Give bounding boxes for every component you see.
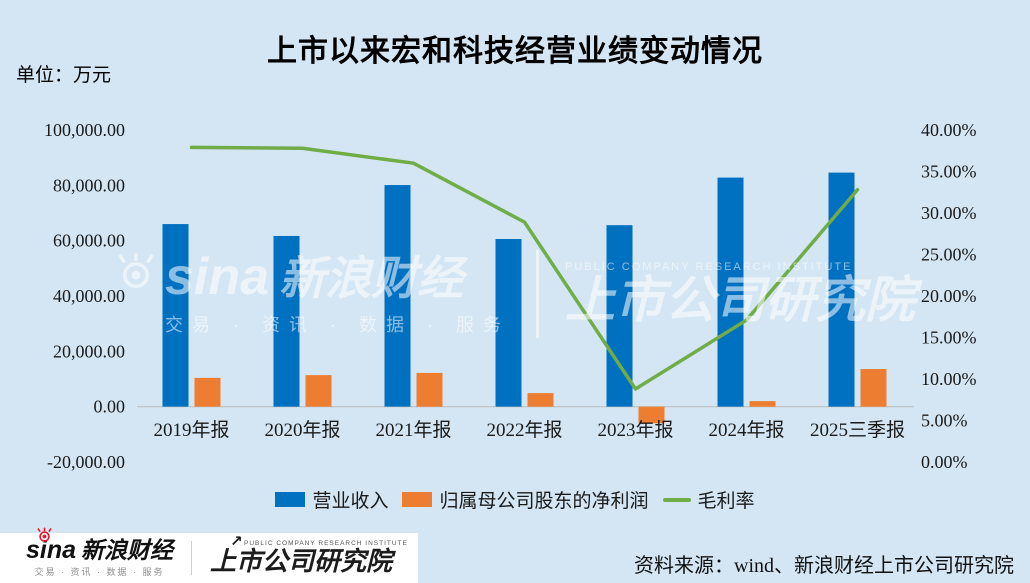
right-axis-tick: 15.00% <box>921 328 977 348</box>
bar-net_profit-2023年报 <box>638 406 665 424</box>
x-axis-label: 2022年报 <box>486 419 562 441</box>
x-axis-label: 2025三季报 <box>810 419 905 441</box>
bar-revenue-2022年报 <box>495 239 522 407</box>
sina-tagline: 交易 · 资讯 · 数据 · 服务 <box>34 567 165 577</box>
x-axis-label: 2024年报 <box>708 419 784 441</box>
bar-revenue-2024年报 <box>717 177 744 407</box>
arrow-up-right-icon: ↗ <box>230 532 243 551</box>
left-axis-tick: 40,000.00 <box>53 286 125 306</box>
legend-item-revenue: 营业收入 <box>275 486 388 513</box>
sina-eye-icon <box>37 527 52 542</box>
sina-wordmark: sina <box>26 536 77 564</box>
net-profit-swatch <box>402 492 433 507</box>
x-axis-label: 2021年报 <box>375 419 451 441</box>
bar-revenue-2019年报 <box>162 224 189 407</box>
bar-net_profit-2021年报 <box>416 372 443 407</box>
unit-label: 单位：万元 <box>16 65 112 86</box>
legend-label-revenue: 营业收入 <box>312 491 389 512</box>
bar-revenue-2021年报 <box>384 185 411 407</box>
legend-label-gross-margin: 毛利率 <box>697 491 755 512</box>
right-axis-tick: 20.00% <box>921 286 977 306</box>
left-axis-tick: 100,000.00 <box>44 120 125 140</box>
gross-margin-swatch <box>662 497 691 502</box>
left-axis-tick: 20,000.00 <box>53 341 125 361</box>
x-axis-label: 2023年报 <box>597 419 673 441</box>
bar-net_profit-2022年报 <box>527 393 554 407</box>
left-axis-tick: 60,000.00 <box>53 231 125 251</box>
footer-logo-area: sina 新浪财经 交易 · 资讯 · 数据 · 服务 ↗ PUBLIC COM… <box>0 527 418 583</box>
chart-title: 上市以来宏和科技经营业绩变动情况 <box>267 35 763 68</box>
legend-item-net-profit: 归属母公司股东的净利润 <box>402 486 649 513</box>
bar-net_profit-2019年报 <box>194 377 221 407</box>
institute-name: 上市公司研究院 <box>210 546 393 577</box>
chart-legend: 营业收入 归属母公司股东的净利润 毛利率 <box>0 486 1030 513</box>
x-axis-label: 2019年报 <box>153 419 229 441</box>
bar-net_profit-2025三季报 <box>860 369 887 407</box>
right-axis-tick: 35.00% <box>921 162 977 182</box>
right-axis-tick: 25.00% <box>921 245 977 265</box>
left-axis-tick: 0.00 <box>94 397 126 417</box>
institute-logo: ↗ PUBLIC COMPANY RESEARCH INSTITUTE 上市公司… <box>210 532 408 577</box>
sina-logo: sina 新浪财经 交易 · 资讯 · 数据 · 服务 <box>26 527 174 578</box>
x-axis-label: 2020年报 <box>264 419 340 441</box>
sina-brand: 新浪财经 <box>81 537 174 563</box>
revenue-swatch <box>275 492 306 507</box>
gross-margin-line <box>189 145 860 391</box>
bar-revenue-2020年报 <box>273 235 300 407</box>
bar-net_profit-2020年报 <box>305 375 332 407</box>
right-axis-tick: 0.00% <box>921 452 968 472</box>
institute-en: PUBLIC COMPANY RESEARCH INSTITUTE <box>244 540 408 548</box>
right-axis-tick: 10.00% <box>921 369 977 389</box>
bar-net_profit-2024年报 <box>749 401 776 407</box>
legend-label-net-profit: 归属母公司股东的净利润 <box>439 491 649 512</box>
legend-item-gross-margin: 毛利率 <box>662 486 755 513</box>
source-text: 资料来源：wind、新浪财经上市公司研究院 <box>634 555 1014 577</box>
left-axis-tick: -20,000.00 <box>47 452 125 472</box>
right-axis-tick: 5.00% <box>921 411 968 431</box>
bar-revenue-2025三季报 <box>828 172 855 407</box>
right-axis-tick: 40.00% <box>921 120 977 140</box>
right-axis-tick: 30.00% <box>921 203 977 223</box>
left-axis-tick: 80,000.00 <box>53 175 125 195</box>
chart-canvas: 100,000.00 80,000.00 60,000.00 40,000.00 20,… <box>44 120 977 472</box>
footer-divider <box>191 541 193 575</box>
